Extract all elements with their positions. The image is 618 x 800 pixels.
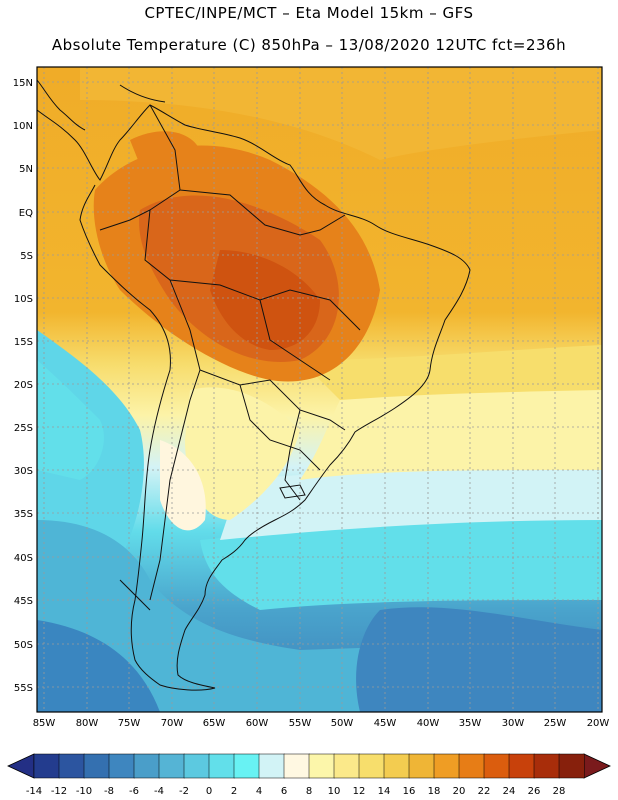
colorbar-tick-label: -4	[154, 786, 164, 797]
lat-label-5n: 5N	[19, 164, 33, 175]
colorbar-tick-label: 2	[231, 786, 237, 797]
colorbar-swatch	[333, 753, 360, 779]
lat-label-50s: 50S	[14, 640, 33, 651]
lat-label-eq: EQ	[19, 208, 33, 219]
colorbar-swatch	[83, 753, 110, 779]
colorbar-swatch	[483, 753, 510, 779]
lon-label-20w: 20W	[587, 718, 610, 729]
lon-label-70w: 70W	[161, 718, 184, 729]
colorbar-tick-label: 8	[306, 786, 312, 797]
colorbar-swatch	[433, 753, 460, 779]
colorbar-swatch	[58, 753, 85, 779]
lat-label-15s: 15S	[14, 337, 33, 348]
lat-label-5s: 5S	[20, 251, 33, 262]
lat-label-30s: 30S	[14, 466, 33, 477]
colorbar-swatch	[158, 753, 185, 779]
colorbar-tick-label: 20	[453, 786, 466, 797]
colorbar-tick-label: 26	[528, 786, 541, 797]
colorbar-tick-label: 22	[478, 786, 491, 797]
colorbar-swatch	[408, 753, 435, 779]
latitude-labels: 15N 10N 5N EQ 5S 10S 15S 20S 25S 30S 35S…	[13, 78, 33, 694]
colorbar-tick-label: 14	[378, 786, 391, 797]
lon-label-75w: 75W	[118, 718, 141, 729]
lat-label-25s: 25S	[14, 423, 33, 434]
colorbar-swatch	[508, 753, 535, 779]
colorbar-tick-label: 28	[553, 786, 566, 797]
colorbar-swatch	[133, 753, 160, 779]
lat-label-55s: 55S	[14, 683, 33, 694]
colorbar-tick-label: 12	[353, 786, 366, 797]
lat-label-15n: 15N	[13, 78, 33, 89]
colorbar-tick-label: 4	[256, 786, 262, 797]
lat-label-20s: 20S	[14, 380, 33, 391]
chart-title-line2: Absolute Temperature (C) 850hPa – 13/08/…	[51, 36, 567, 54]
lat-label-40s: 40S	[14, 553, 33, 564]
colorbar-swatch	[533, 753, 560, 779]
lon-label-85w: 85W	[33, 718, 56, 729]
colorbar-tick-label: 0	[206, 786, 212, 797]
colorbar-swatch	[183, 753, 210, 779]
lat-label-10n: 10N	[13, 121, 33, 132]
colorbar-tick-label: 24	[503, 786, 516, 797]
colorbar-tick-label: -12	[51, 786, 67, 797]
colorbar-swatch	[258, 753, 285, 779]
colorbar-swatch	[208, 753, 235, 779]
colorbar-tick-label: -14	[26, 786, 42, 797]
lon-label-40w: 40W	[417, 718, 440, 729]
colorbar-tick-label: 10	[328, 786, 341, 797]
lon-label-35w: 35W	[459, 718, 482, 729]
graticule	[37, 67, 602, 712]
lat-label-45s: 45S	[14, 596, 33, 607]
colorbar-swatch	[558, 753, 585, 779]
lon-label-60w: 60W	[246, 718, 269, 729]
colorbar-swatch	[283, 753, 310, 779]
lon-label-80w: 80W	[76, 718, 99, 729]
colorbar-tick-label: 18	[428, 786, 441, 797]
colorbar-swatch	[108, 753, 135, 779]
colorbar-swatch	[458, 753, 485, 779]
lon-label-55w: 55W	[289, 718, 312, 729]
lon-label-45w: 45W	[374, 718, 397, 729]
colorbar-tick-label: -2	[179, 786, 189, 797]
map-frame	[36, 66, 603, 713]
colorbar-swatch	[358, 753, 385, 779]
chart-title-line1: CPTEC/INPE/MCT – Eta Model 15km – GFS	[144, 4, 474, 22]
lon-label-30w: 30W	[502, 718, 525, 729]
colorbar-swatch	[33, 753, 60, 779]
colorbar-swatch	[233, 753, 260, 779]
colorbar-tick-label: 16	[403, 786, 416, 797]
lat-label-35s: 35S	[14, 509, 33, 520]
lat-label-10s: 10S	[14, 294, 33, 305]
colorbar-under-arrow	[7, 753, 35, 779]
colorbar-swatch	[383, 753, 410, 779]
lon-label-25w: 25W	[544, 718, 567, 729]
colorbar-tick-label: -8	[104, 786, 114, 797]
coastlines	[37, 79, 471, 691]
colorbar-tick-label: -6	[129, 786, 139, 797]
longitude-labels: 85W 80W 75W 70W 65W 60W 55W 50W 45W 40W …	[33, 718, 610, 729]
colorbar-over-arrow	[583, 753, 611, 779]
colorbar-swatch	[308, 753, 335, 779]
colorbar-tick-label: 6	[281, 786, 287, 797]
lon-label-65w: 65W	[203, 718, 226, 729]
temperature-field	[37, 67, 602, 712]
colorbar-tick-label: -10	[76, 786, 92, 797]
lon-label-50w: 50W	[331, 718, 354, 729]
colorbar: -14 -12 -10 -8 -6 -4 -2 0 2 4 6 8 10 12 14 16 18 20 22 24 26…	[7, 753, 611, 797]
